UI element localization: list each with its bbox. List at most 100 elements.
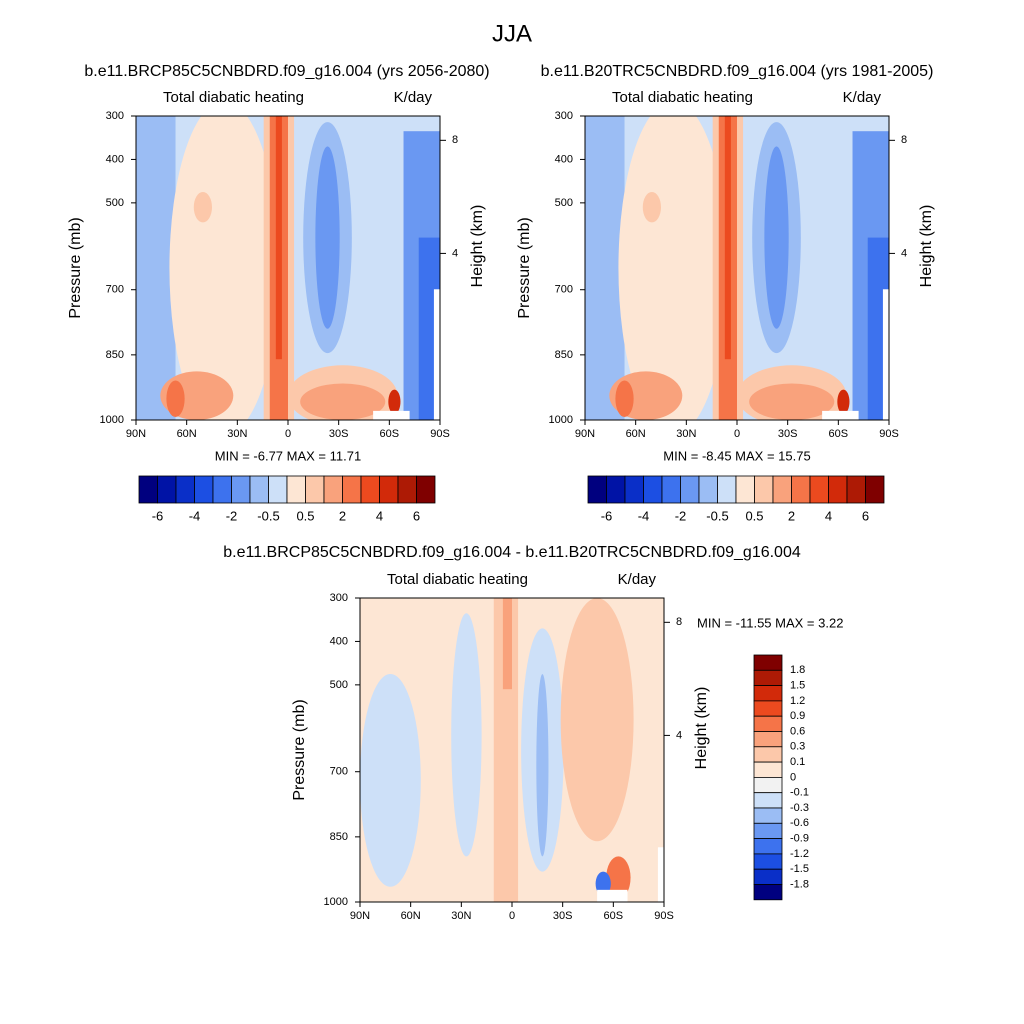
colorbar-label: -2 <box>675 508 687 523</box>
left-label: Total diabatic heating <box>612 89 753 106</box>
x-tick-label: 60N <box>626 428 646 440</box>
colorbar-box <box>753 884 783 901</box>
colorbar-box <box>606 475 626 504</box>
y2-tick-label: 8 <box>901 134 907 146</box>
x-tick-label: 60S <box>380 428 400 440</box>
colorbar-label: -0.1 <box>790 787 809 799</box>
contour-field <box>136 116 440 420</box>
y-tick-label: 1000 <box>324 896 348 908</box>
y-tick-label: 1000 <box>549 414 573 426</box>
contour <box>166 380 185 417</box>
x-tick-label: 30S <box>329 428 349 440</box>
figure-title: JJA <box>492 20 532 47</box>
right-label: K/day <box>843 89 882 106</box>
colorbar-box <box>661 475 681 504</box>
colorbar-label: -0.5 <box>257 508 279 523</box>
colorbar-box <box>753 761 783 778</box>
colorbar-box <box>753 669 783 686</box>
x-tick-label: 90S <box>654 910 674 922</box>
x-tick-label: 30N <box>227 428 247 440</box>
colorbar-box <box>772 475 792 504</box>
contour <box>360 674 421 887</box>
colorbar-label: -4 <box>638 508 650 523</box>
colorbar-box <box>138 475 158 504</box>
colorbar-label: -1.2 <box>790 848 809 860</box>
y-tick-label: 1000 <box>100 414 124 426</box>
colorbar-label: 0.5 <box>296 508 314 523</box>
x-tick-label: 0 <box>285 428 291 440</box>
y-tick-label: 400 <box>330 635 348 647</box>
colorbar-box <box>587 475 607 504</box>
contour <box>606 856 631 899</box>
colorbar-label: -2 <box>226 508 238 523</box>
contour <box>615 380 634 417</box>
colorbar-label: -1.8 <box>790 878 809 890</box>
colorbar-box <box>753 853 783 870</box>
colorbar-box <box>342 475 362 504</box>
colorbar-box <box>753 654 783 671</box>
colorbar-box <box>643 475 663 504</box>
left-label: Total diabatic heating <box>387 571 528 588</box>
colorbar-label: -4 <box>189 508 201 523</box>
colorbar-box <box>323 475 343 504</box>
colorbar-box <box>846 475 866 504</box>
y-tick-label: 400 <box>106 153 124 165</box>
x-tick-label: 30N <box>676 428 696 440</box>
colorbar-box <box>753 838 783 855</box>
colorbar-box <box>379 475 399 504</box>
contour <box>882 289 889 420</box>
y-tick-label: 850 <box>106 349 124 361</box>
colorbar-box <box>698 475 718 504</box>
colorbar-box <box>735 475 755 504</box>
x-tick-label: 0 <box>509 910 515 922</box>
colorbar-label: 0.1 <box>790 756 805 768</box>
y-tick-label: 850 <box>330 831 348 843</box>
contour <box>618 116 728 420</box>
contour <box>169 116 279 420</box>
y-tick-label: 300 <box>106 110 124 122</box>
contour <box>502 598 512 690</box>
left-label: Total diabatic heating <box>163 89 304 106</box>
case-title: b.e11.BRCP85C5CNBDRD.f09_g16.004 - b.e11… <box>223 544 801 561</box>
x-tick-label: 30N <box>451 910 471 922</box>
colorbar-box <box>680 475 700 504</box>
y-tick-label: 400 <box>555 153 573 165</box>
colorbar-label: 2 <box>339 508 346 523</box>
contour <box>451 613 482 857</box>
x-tick-label: 90S <box>879 428 899 440</box>
contour <box>585 116 625 420</box>
min-max: MIN = -11.55 MAX = 3.22 <box>697 615 843 630</box>
colorbar-box <box>624 475 644 504</box>
y-tick-label: 300 <box>330 592 348 604</box>
y2-axis-label: Height (km) <box>693 687 710 770</box>
contour <box>275 116 282 360</box>
y-tick-label: 700 <box>330 766 348 778</box>
colorbar-label: -1.5 <box>790 863 809 875</box>
colorbar-label: 4 <box>825 508 832 523</box>
contour <box>315 146 340 329</box>
y2-tick-label: 4 <box>901 247 907 259</box>
colorbar-box <box>753 746 783 763</box>
contour <box>837 389 850 414</box>
case-title: b.e11.BRCP85C5CNBDRD.f09_g16.004 (yrs 20… <box>84 63 489 80</box>
colorbar-label: 6 <box>862 508 869 523</box>
x-tick-label: 30S <box>778 428 798 440</box>
x-tick-label: 90N <box>126 428 146 440</box>
colorbar-label: 4 <box>376 508 383 523</box>
colorbar-label: -0.3 <box>790 802 809 814</box>
colorbar-label: -0.6 <box>790 817 809 829</box>
y2-axis-label: Height (km) <box>918 205 935 288</box>
contour <box>373 410 410 420</box>
y-tick-label: 700 <box>106 284 124 296</box>
colorbar-label: 1.2 <box>790 695 805 707</box>
y2-tick-label: 4 <box>676 729 682 741</box>
contour <box>822 410 859 420</box>
colorbar-box <box>828 475 848 504</box>
x-tick-label: 30S <box>553 910 573 922</box>
x-tick-label: 90S <box>430 428 450 440</box>
y-axis-label: Pressure (mb) <box>67 217 84 318</box>
y-tick-label: 300 <box>555 110 573 122</box>
colorbar-label: 1.5 <box>790 680 805 692</box>
contour <box>657 847 664 902</box>
